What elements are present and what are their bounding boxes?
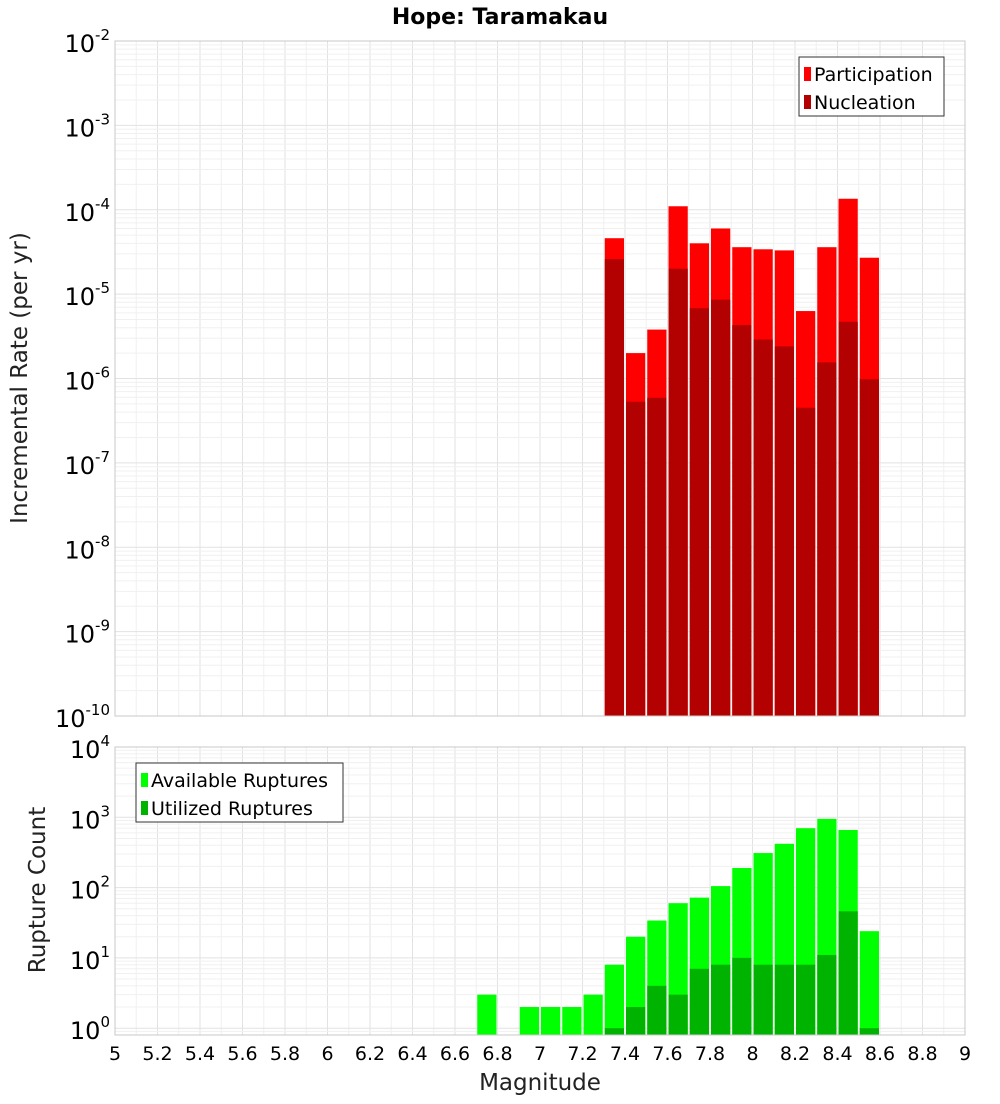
top-bar-series2 bbox=[753, 339, 773, 716]
x-tick-label: 6.6 bbox=[440, 1043, 470, 1065]
x-tick-label: 8.2 bbox=[780, 1043, 810, 1065]
bottom-y-tick-label: 102 bbox=[70, 873, 110, 905]
top-y-tick-label: 10-4 bbox=[64, 195, 110, 227]
top-bar-series2 bbox=[838, 321, 858, 716]
top-y-tick-label: 10-6 bbox=[64, 364, 110, 396]
x-tick-label: 5.6 bbox=[227, 1043, 257, 1065]
bottom-bar-series2 bbox=[668, 994, 688, 1035]
bottom-plot-frame bbox=[114, 746, 966, 1036]
x-tick-label: 5.8 bbox=[270, 1043, 300, 1065]
x-tick-label: 8.6 bbox=[865, 1043, 895, 1065]
bottom-bar-series2 bbox=[796, 964, 816, 1035]
top-y-tick-label: 10-10 bbox=[55, 701, 110, 733]
bottom-y-tick-label: 101 bbox=[70, 943, 110, 975]
x-tick-label: 9 bbox=[959, 1043, 971, 1065]
bottom-legend-swatch bbox=[141, 773, 148, 787]
top-bar-series2 bbox=[668, 268, 688, 716]
x-tick-label: 7.6 bbox=[652, 1043, 682, 1065]
top-bar-series2 bbox=[626, 401, 646, 716]
top-y-tick-label: 10-8 bbox=[64, 532, 110, 564]
top-bar-series2 bbox=[796, 407, 816, 716]
bottom-legend-label: Available Ruptures bbox=[151, 770, 328, 792]
x-tick-label: 8.8 bbox=[907, 1043, 937, 1065]
bottom-bar-series1 bbox=[604, 964, 624, 1035]
top-bar-series2 bbox=[711, 299, 731, 716]
bottom-legend bbox=[135, 762, 344, 823]
x-tick-label: 6.2 bbox=[355, 1043, 385, 1065]
bottom-bar-series1 bbox=[562, 1007, 582, 1035]
x-tick-label: 5 bbox=[109, 1043, 121, 1065]
top-legend-swatch bbox=[804, 67, 811, 81]
top-bar-series2 bbox=[817, 362, 837, 716]
bottom-panel: 100 101 102 103 104 Available Ruptures Utilize… bbox=[70, 732, 971, 1065]
top-y-axis-label: Incremental Rate (per yr) bbox=[7, 232, 33, 524]
x-tick-label: 7 bbox=[534, 1043, 546, 1065]
bottom-bar-series2 bbox=[859, 1028, 879, 1035]
bottom-y-axis-label: Rupture Count bbox=[25, 807, 51, 973]
top-bar-series2 bbox=[774, 346, 794, 716]
bottom-bar-series2 bbox=[711, 964, 731, 1035]
bottom-y-tick-label: 104 bbox=[70, 732, 110, 764]
top-legend-label: Participation bbox=[814, 64, 933, 86]
x-tick-label: 7.2 bbox=[567, 1043, 597, 1065]
x-tick-label: 5.2 bbox=[142, 1043, 172, 1065]
bottom-y-tick-label: 103 bbox=[70, 802, 110, 834]
bottom-legend-label: Utilized Ruptures bbox=[151, 798, 313, 820]
bottom-bar-series1 bbox=[541, 1007, 561, 1035]
top-bar-series2 bbox=[732, 325, 752, 716]
x-tick-label: 6.4 bbox=[397, 1043, 427, 1065]
bottom-bar-series2 bbox=[604, 1028, 624, 1035]
bottom-bar-series2 bbox=[647, 985, 667, 1035]
top-y-tick-label: 10-7 bbox=[64, 448, 110, 480]
bottom-bar-series1 bbox=[477, 994, 497, 1035]
top-bar-series2 bbox=[604, 259, 624, 716]
x-axis-label: Magnitude bbox=[479, 1070, 601, 1096]
top-bar-series2 bbox=[859, 379, 879, 716]
top-legend-swatch bbox=[804, 95, 811, 109]
top-y-tick-label: 10-5 bbox=[64, 279, 110, 311]
top-bar-series2 bbox=[689, 308, 709, 716]
top-plot-frame bbox=[114, 40, 966, 717]
bottom-bar-series1 bbox=[859, 931, 879, 1035]
top-legend-label: Nucleation bbox=[814, 92, 916, 114]
bottom-bar-series2 bbox=[817, 954, 837, 1035]
top-y-tick-label: 10-3 bbox=[64, 110, 110, 142]
top-y-tick-label: 10-2 bbox=[64, 26, 110, 58]
chart-title: Hope: Taramakau bbox=[392, 5, 608, 30]
bottom-bar-series2 bbox=[626, 1007, 646, 1035]
bottom-bar-series1 bbox=[519, 1007, 539, 1035]
top-panel: 10-10 10-9 10-8 10-7 10-6 10-5 10-4 10-3 10-2 Par… bbox=[55, 26, 966, 733]
x-tick-label: 7.8 bbox=[695, 1043, 725, 1065]
bottom-bar-series2 bbox=[732, 957, 752, 1035]
x-tick-label: 5.4 bbox=[185, 1043, 215, 1065]
bottom-bar-series2 bbox=[774, 964, 794, 1035]
x-tick-label: 8 bbox=[746, 1043, 758, 1065]
x-tick-label: 6 bbox=[321, 1043, 333, 1065]
bottom-bar-series2 bbox=[689, 968, 709, 1035]
x-tick-label: 6.8 bbox=[482, 1043, 512, 1065]
x-tick-label: 7.4 bbox=[610, 1043, 640, 1065]
bottom-bar-series2 bbox=[838, 911, 858, 1035]
top-legend bbox=[798, 56, 945, 117]
top-bar-series2 bbox=[647, 397, 667, 716]
top-y-tick-label: 10-9 bbox=[64, 617, 110, 649]
bottom-bar-series2 bbox=[753, 964, 773, 1035]
bottom-bar-series1 bbox=[583, 994, 603, 1035]
bottom-legend-swatch bbox=[141, 801, 148, 815]
bottom-y-tick-label: 100 bbox=[70, 1013, 110, 1045]
x-tick-label: 8.4 bbox=[822, 1043, 852, 1065]
